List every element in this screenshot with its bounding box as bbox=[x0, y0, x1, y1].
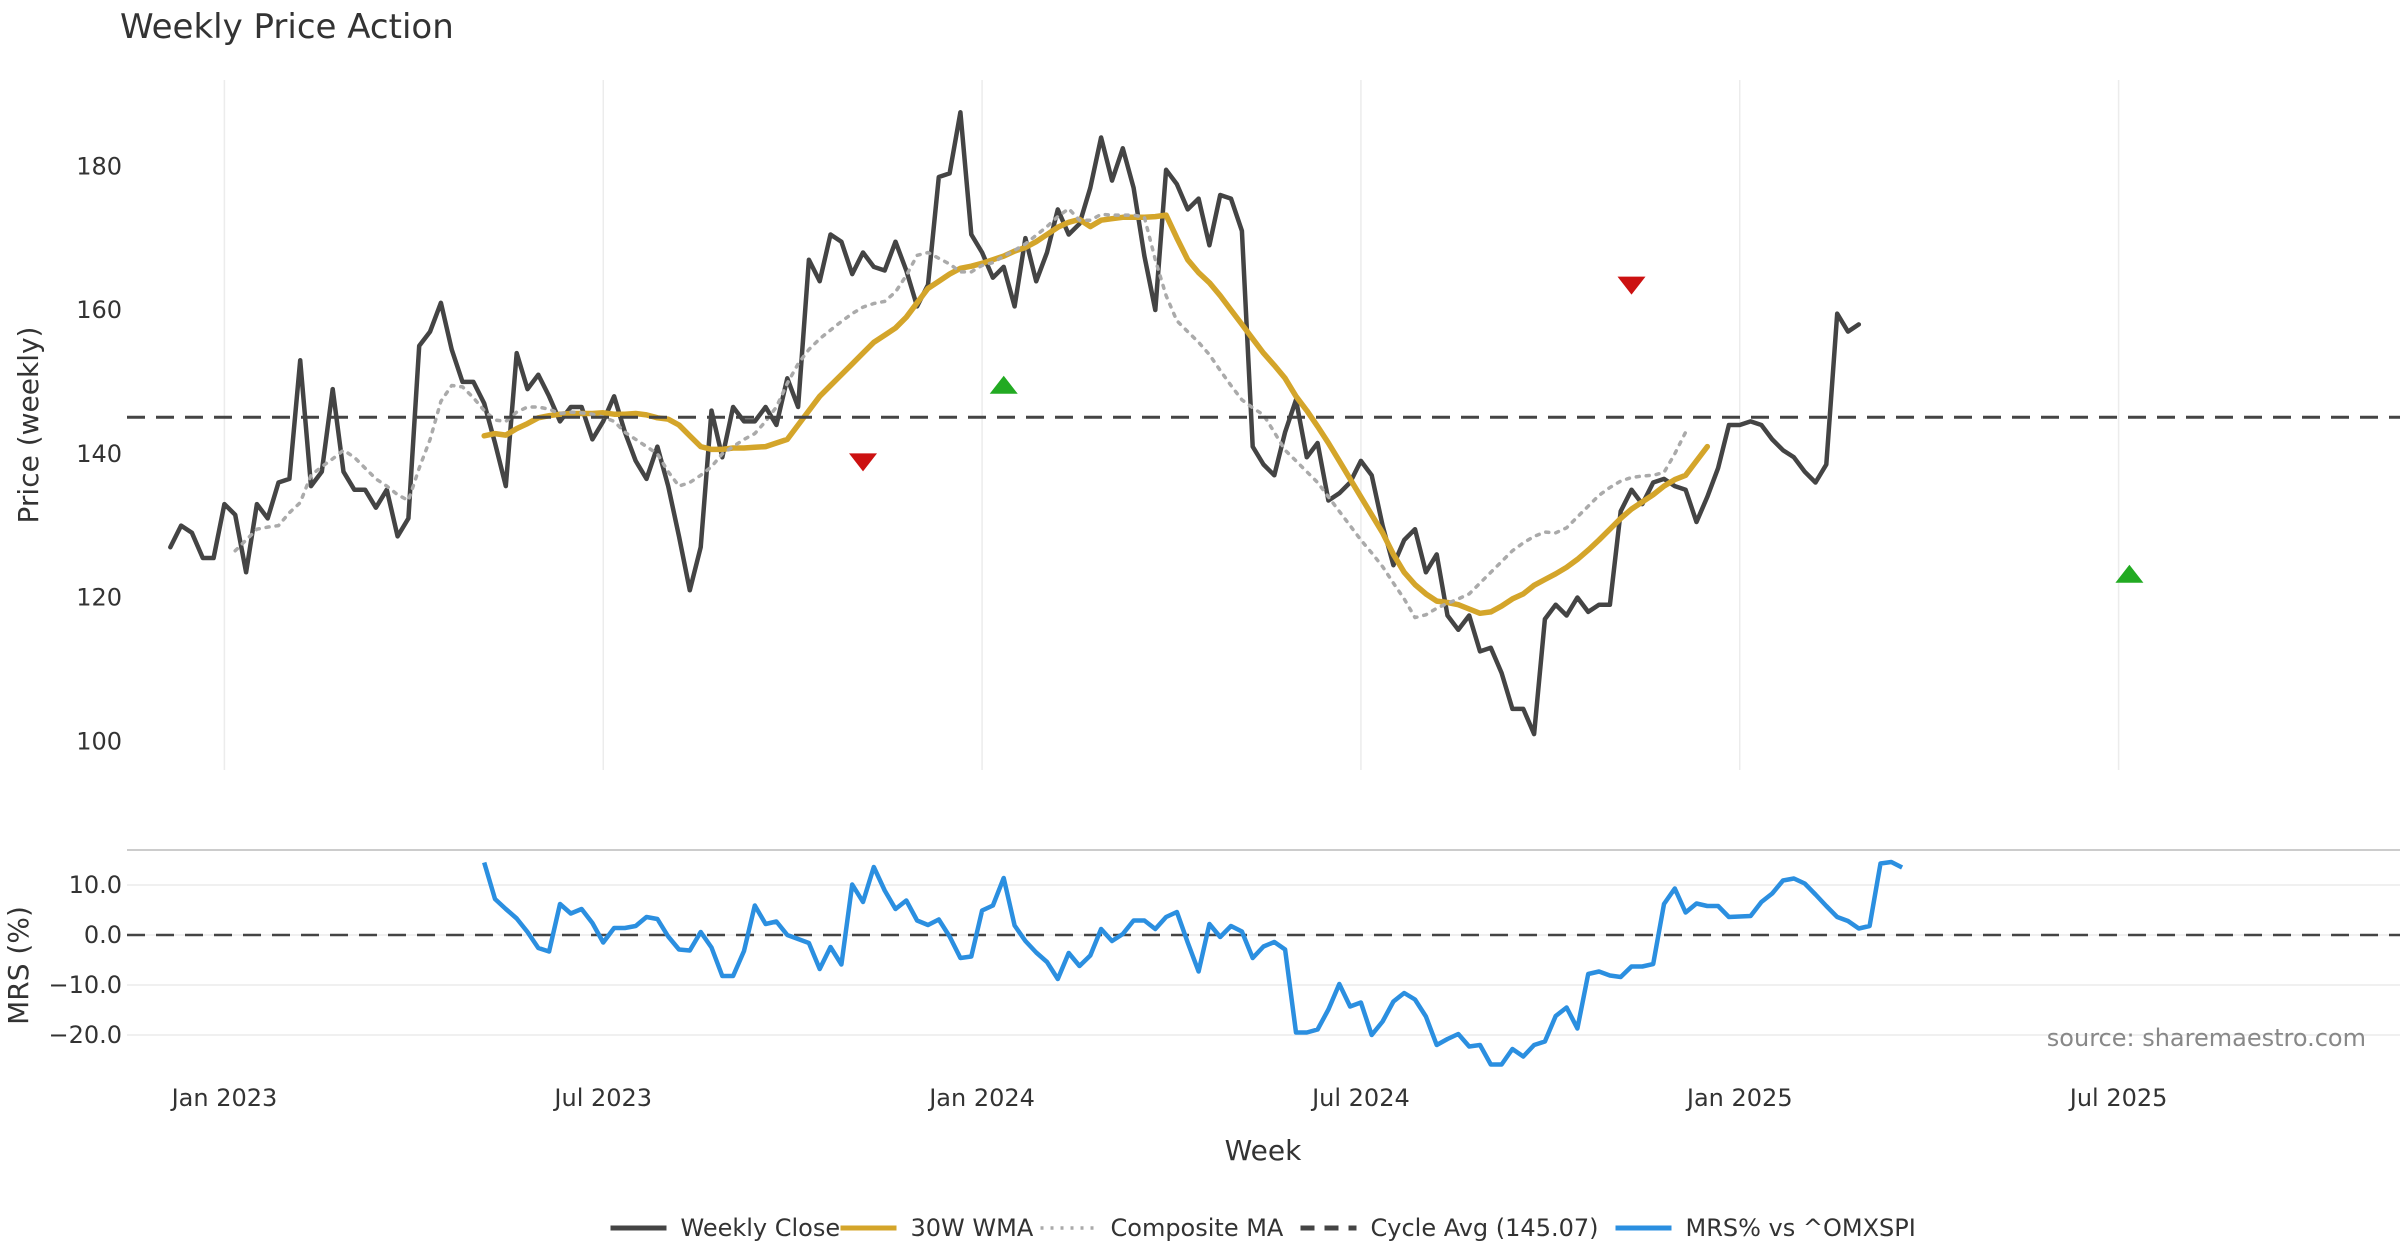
source-note: source: sharemaestro.com bbox=[2047, 1024, 2366, 1052]
legend-label-close: Weekly Close bbox=[681, 1214, 841, 1242]
series-mrs-line bbox=[482, 859, 1904, 1067]
series-close-line bbox=[168, 110, 1862, 737]
mrs-y-tick-2: 0.0 bbox=[84, 921, 122, 949]
mrs-y-ticks: −20.0 −10.0 0.0 10.0 bbox=[48, 871, 122, 1049]
x-ticks: Jan 2023 Jul 2023 Jan 2024 Jul 2024 Jan 2025… bbox=[170, 1084, 2168, 1112]
chart-title: Weekly Price Action bbox=[120, 7, 454, 47]
price-y-tick-180: 180 bbox=[76, 152, 122, 180]
mrs-grid bbox=[127, 849, 2400, 1036]
x-tick-0: Jan 2023 bbox=[170, 1084, 278, 1112]
series-wma-line bbox=[481, 212, 1711, 617]
mrs-y-tick-0: −20.0 bbox=[48, 1021, 122, 1049]
mrs-lines bbox=[482, 859, 1904, 1067]
mrs-y-tick-1: −10.0 bbox=[48, 971, 122, 999]
price-y-tick-120: 120 bbox=[76, 584, 122, 612]
legend: Weekly Close 30W WMA Composite MA Cycle Avg… bbox=[610, 1214, 1916, 1242]
sell-signal-marker-0 bbox=[849, 453, 878, 472]
x-tick-1: Jul 2023 bbox=[552, 1084, 652, 1112]
price-lines bbox=[127, 110, 2400, 737]
legend-label-mrs: MRS% vs ^OMXSPI bbox=[1686, 1214, 1916, 1242]
mrs-y-axis-label: MRS (%) bbox=[2, 906, 35, 1025]
legend-label-cycle: Cycle Avg (145.07) bbox=[1371, 1214, 1599, 1242]
legend-label-wma: 30W WMA bbox=[911, 1214, 1034, 1242]
x-tick-4: Jan 2025 bbox=[1685, 1084, 1793, 1112]
price-y-tick-160: 160 bbox=[76, 296, 122, 324]
x-tick-3: Jul 2024 bbox=[1310, 1084, 1410, 1112]
buy-signal-marker-3 bbox=[2115, 564, 2144, 583]
series-comp-line bbox=[233, 206, 1688, 620]
buy-signal-marker-1 bbox=[989, 375, 1018, 394]
price-y-axis-label: Price (weekly) bbox=[12, 327, 45, 524]
signal-markers bbox=[849, 276, 2144, 583]
x-tick-5: Jul 2025 bbox=[2068, 1084, 2168, 1112]
price-grid bbox=[223, 80, 2120, 770]
price-y-ticks: 100 120 140 160 180 bbox=[76, 152, 122, 755]
x-axis-label: Week bbox=[1225, 1134, 1302, 1167]
x-tick-2: Jan 2024 bbox=[927, 1084, 1035, 1112]
price-y-tick-100: 100 bbox=[76, 727, 122, 755]
price-y-tick-140: 140 bbox=[76, 440, 122, 468]
legend-label-comp: Composite MA bbox=[1111, 1214, 1284, 1242]
mrs-y-tick-3: 10.0 bbox=[69, 871, 122, 899]
sell-signal-marker-2 bbox=[1617, 276, 1646, 295]
